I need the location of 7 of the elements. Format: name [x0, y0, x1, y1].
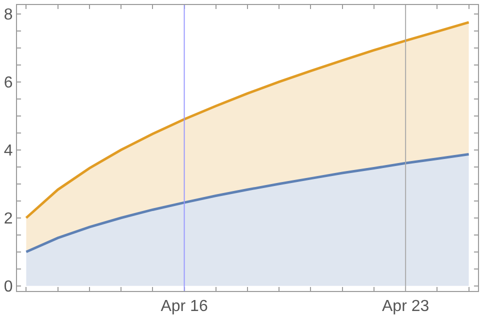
y-tick-label: 8 — [4, 6, 13, 24]
x-tick-label: Apr 23 — [382, 298, 430, 316]
x-tick-label: Apr 16 — [160, 298, 208, 316]
y-tick-label: 6 — [4, 74, 13, 92]
y-tick-label: 4 — [4, 142, 13, 160]
y-tick-label: 2 — [4, 210, 13, 228]
y-tick-label: 0 — [4, 278, 13, 296]
